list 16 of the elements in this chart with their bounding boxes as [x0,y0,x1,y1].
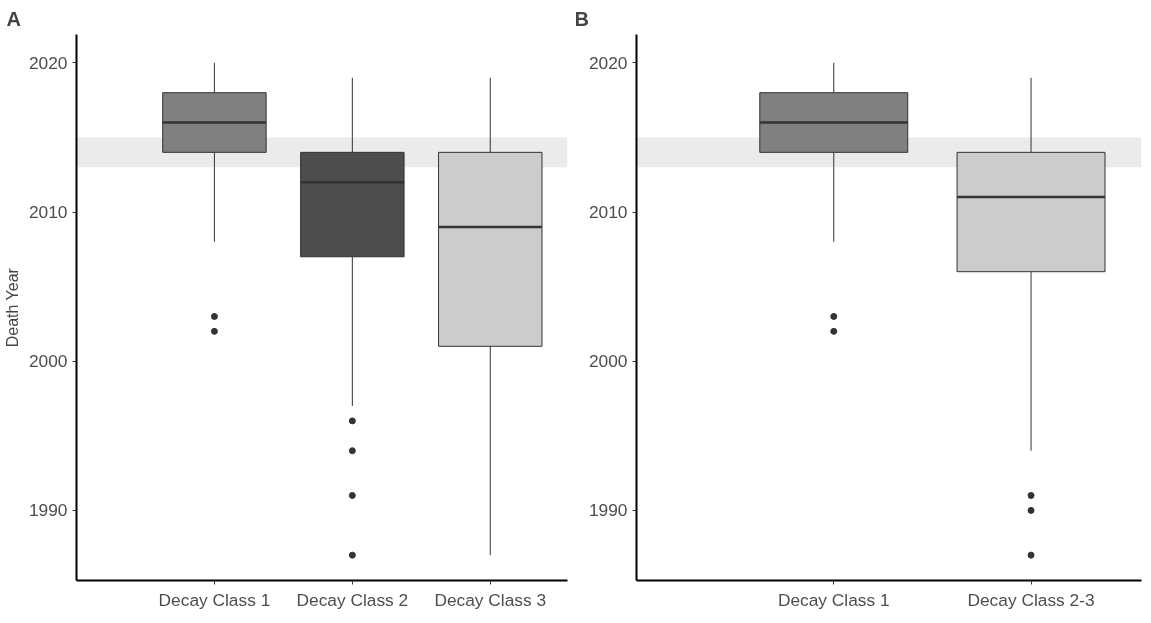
y-tick-label: 2010 [28,202,68,223]
x-tick-label: Decay Class 2 [296,589,409,610]
chart-title: B [574,7,589,30]
x-tick-label: Decay Class 1 [777,589,890,610]
chart-title: A [6,7,21,30]
y-tick-label: 2000 [28,351,68,372]
y-tick-label: 1990 [28,500,68,521]
y-tick-label: 2020 [588,52,628,73]
x-tick-label: Decay Class 2-3 [967,589,1095,610]
x-tick-label: Decay Class 3 [434,589,547,610]
y-tick-label: 2010 [588,202,628,223]
y-axis-title: Death Year [3,267,21,348]
x-tick-label: Decay Class 1 [158,589,271,610]
y-tick-label: 2000 [588,351,628,372]
y-tick-label: 1990 [588,500,628,521]
y-tick-label: 2020 [28,52,68,73]
